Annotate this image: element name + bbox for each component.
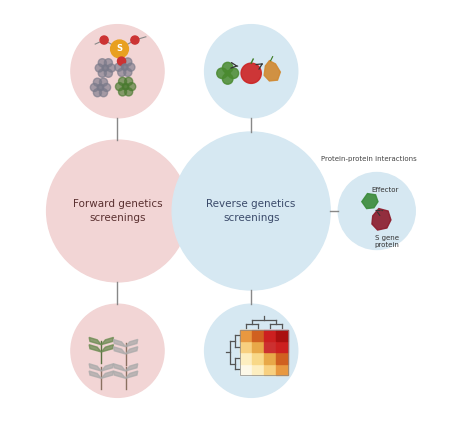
Bar bbox=[264, 364, 276, 375]
Bar bbox=[240, 364, 252, 375]
Circle shape bbox=[172, 132, 330, 290]
Polygon shape bbox=[264, 61, 280, 81]
Circle shape bbox=[115, 63, 123, 71]
Text: Forward genetics
screenings: Forward genetics screenings bbox=[73, 199, 162, 223]
Circle shape bbox=[222, 74, 233, 84]
Circle shape bbox=[228, 68, 238, 78]
Bar bbox=[276, 341, 289, 352]
Circle shape bbox=[97, 84, 104, 91]
Circle shape bbox=[46, 140, 188, 282]
Polygon shape bbox=[372, 208, 391, 230]
Circle shape bbox=[98, 69, 106, 77]
Circle shape bbox=[102, 65, 109, 71]
Circle shape bbox=[118, 68, 126, 76]
Circle shape bbox=[338, 173, 415, 249]
Circle shape bbox=[125, 77, 133, 85]
Bar bbox=[240, 341, 252, 352]
Circle shape bbox=[71, 304, 164, 398]
Circle shape bbox=[121, 64, 128, 70]
Circle shape bbox=[104, 69, 112, 77]
Circle shape bbox=[118, 77, 127, 85]
Bar bbox=[264, 352, 276, 364]
Text: Effector: Effector bbox=[371, 187, 399, 193]
Circle shape bbox=[217, 68, 227, 78]
Polygon shape bbox=[101, 338, 113, 345]
Polygon shape bbox=[113, 371, 126, 378]
Text: Protein-protein interactions: Protein-protein interactions bbox=[321, 157, 417, 162]
Polygon shape bbox=[362, 194, 378, 208]
Text: S: S bbox=[117, 44, 122, 54]
Bar bbox=[276, 330, 289, 341]
Polygon shape bbox=[113, 364, 126, 371]
Circle shape bbox=[125, 88, 133, 96]
Text: S gene
protein: S gene protein bbox=[374, 235, 399, 248]
Polygon shape bbox=[126, 347, 138, 354]
Circle shape bbox=[116, 83, 124, 91]
Circle shape bbox=[93, 89, 101, 97]
Bar bbox=[264, 341, 276, 352]
Circle shape bbox=[225, 71, 230, 76]
Polygon shape bbox=[101, 371, 113, 378]
Polygon shape bbox=[126, 339, 138, 347]
Circle shape bbox=[131, 36, 139, 44]
Circle shape bbox=[118, 88, 127, 96]
Circle shape bbox=[98, 59, 106, 67]
Bar bbox=[264, 330, 276, 341]
Text: Reverse genetics
screenings: Reverse genetics screenings bbox=[207, 199, 296, 223]
Circle shape bbox=[118, 57, 126, 65]
Polygon shape bbox=[101, 345, 113, 352]
Circle shape bbox=[71, 24, 164, 118]
Bar bbox=[276, 364, 289, 375]
Circle shape bbox=[108, 64, 116, 72]
Bar bbox=[252, 330, 264, 341]
Bar bbox=[240, 352, 252, 364]
Circle shape bbox=[124, 58, 132, 66]
Circle shape bbox=[110, 40, 128, 58]
Bar bbox=[252, 352, 264, 364]
Bar bbox=[252, 364, 264, 375]
Bar bbox=[240, 330, 252, 341]
Circle shape bbox=[118, 58, 126, 66]
Circle shape bbox=[241, 63, 261, 84]
Circle shape bbox=[205, 304, 298, 398]
Polygon shape bbox=[101, 364, 113, 371]
Circle shape bbox=[124, 68, 132, 76]
Circle shape bbox=[102, 84, 110, 92]
Bar bbox=[240, 330, 289, 375]
Circle shape bbox=[95, 64, 103, 72]
Circle shape bbox=[104, 59, 112, 67]
Circle shape bbox=[128, 83, 136, 91]
Polygon shape bbox=[89, 371, 101, 378]
Circle shape bbox=[100, 78, 108, 86]
Polygon shape bbox=[89, 364, 101, 371]
Bar bbox=[252, 341, 264, 352]
Polygon shape bbox=[113, 347, 126, 354]
Bar bbox=[276, 352, 289, 364]
Circle shape bbox=[100, 89, 108, 97]
Polygon shape bbox=[126, 371, 138, 378]
Circle shape bbox=[222, 62, 233, 73]
Circle shape bbox=[205, 24, 298, 118]
Polygon shape bbox=[113, 339, 126, 347]
Circle shape bbox=[122, 84, 129, 90]
Polygon shape bbox=[126, 364, 138, 371]
Polygon shape bbox=[89, 338, 101, 345]
Circle shape bbox=[91, 84, 99, 92]
Circle shape bbox=[100, 36, 108, 44]
Circle shape bbox=[93, 78, 101, 86]
Polygon shape bbox=[89, 345, 101, 352]
Circle shape bbox=[127, 63, 135, 71]
